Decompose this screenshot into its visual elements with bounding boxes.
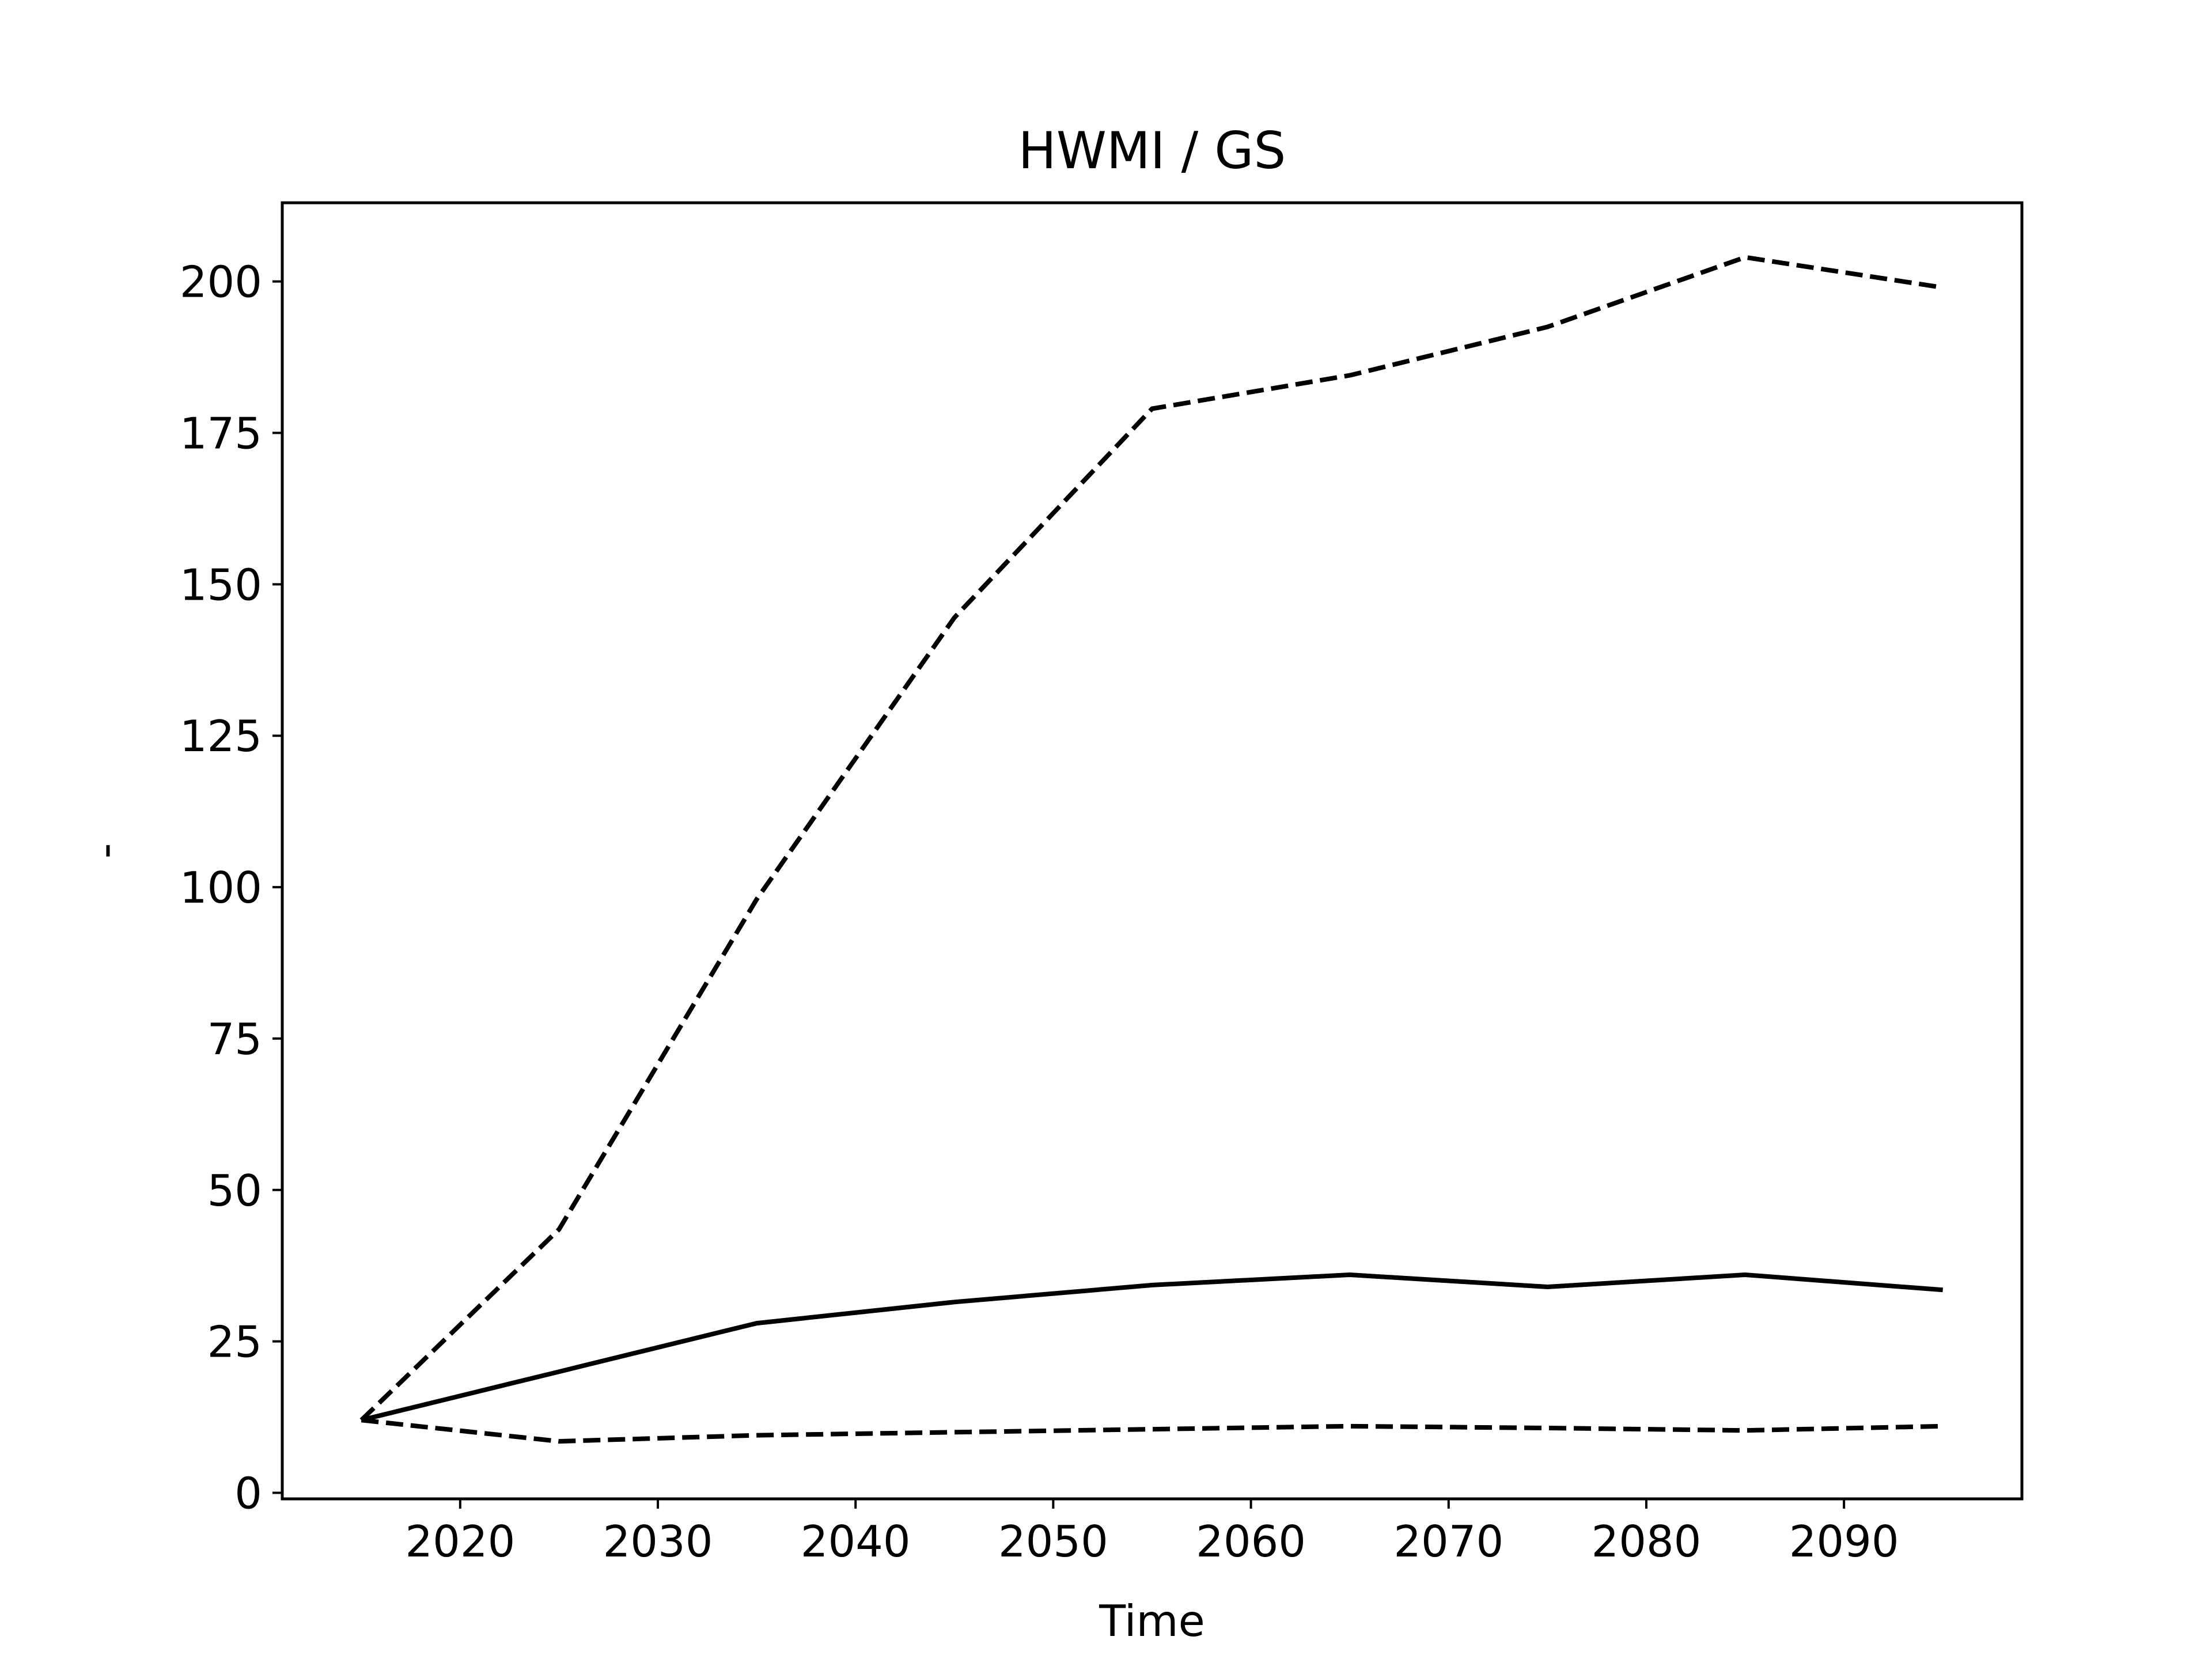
y-tick-label: 100: [180, 862, 262, 913]
y-tick-label: 0: [234, 1468, 262, 1518]
x-tick-label: 2060: [1196, 1516, 1306, 1567]
x-axis-label: Time: [1099, 1596, 1205, 1646]
series-line-3: [361, 1418, 1943, 1444]
series-layer: [359, 255, 1944, 1444]
y-tick-label: 25: [207, 1317, 262, 1368]
y-tick-label: 75: [207, 1014, 262, 1065]
series-line-2: [361, 1272, 1944, 1423]
series-line-1: [359, 255, 1944, 1422]
chart-title: HWMI / GS: [1018, 121, 1286, 180]
y-tick-label: 175: [180, 408, 262, 459]
y-axis-ticks: 0 25 50 75 100 125 150 175 200: [180, 257, 282, 1518]
x-tick-label: 2090: [1789, 1516, 1899, 1567]
x-tick-label: 2020: [405, 1516, 515, 1567]
x-axis-ticks: 2020 2030 2040 2050 2060 2070 2080 2090: [405, 1499, 1899, 1567]
x-tick-label: 2040: [801, 1516, 911, 1567]
x-tick-label: 2070: [1393, 1516, 1503, 1567]
y-tick-label: 125: [180, 711, 262, 762]
y-tick-label: 200: [180, 257, 262, 308]
y-tick-label: 50: [207, 1165, 262, 1216]
x-tick-label: 2080: [1592, 1516, 1702, 1567]
x-tick-label: 2050: [998, 1516, 1108, 1567]
y-axis-label: -: [79, 843, 130, 858]
x-tick-label: 2030: [603, 1516, 713, 1567]
y-tick-label: 150: [180, 559, 262, 610]
plot-frame: [281, 201, 2024, 1501]
